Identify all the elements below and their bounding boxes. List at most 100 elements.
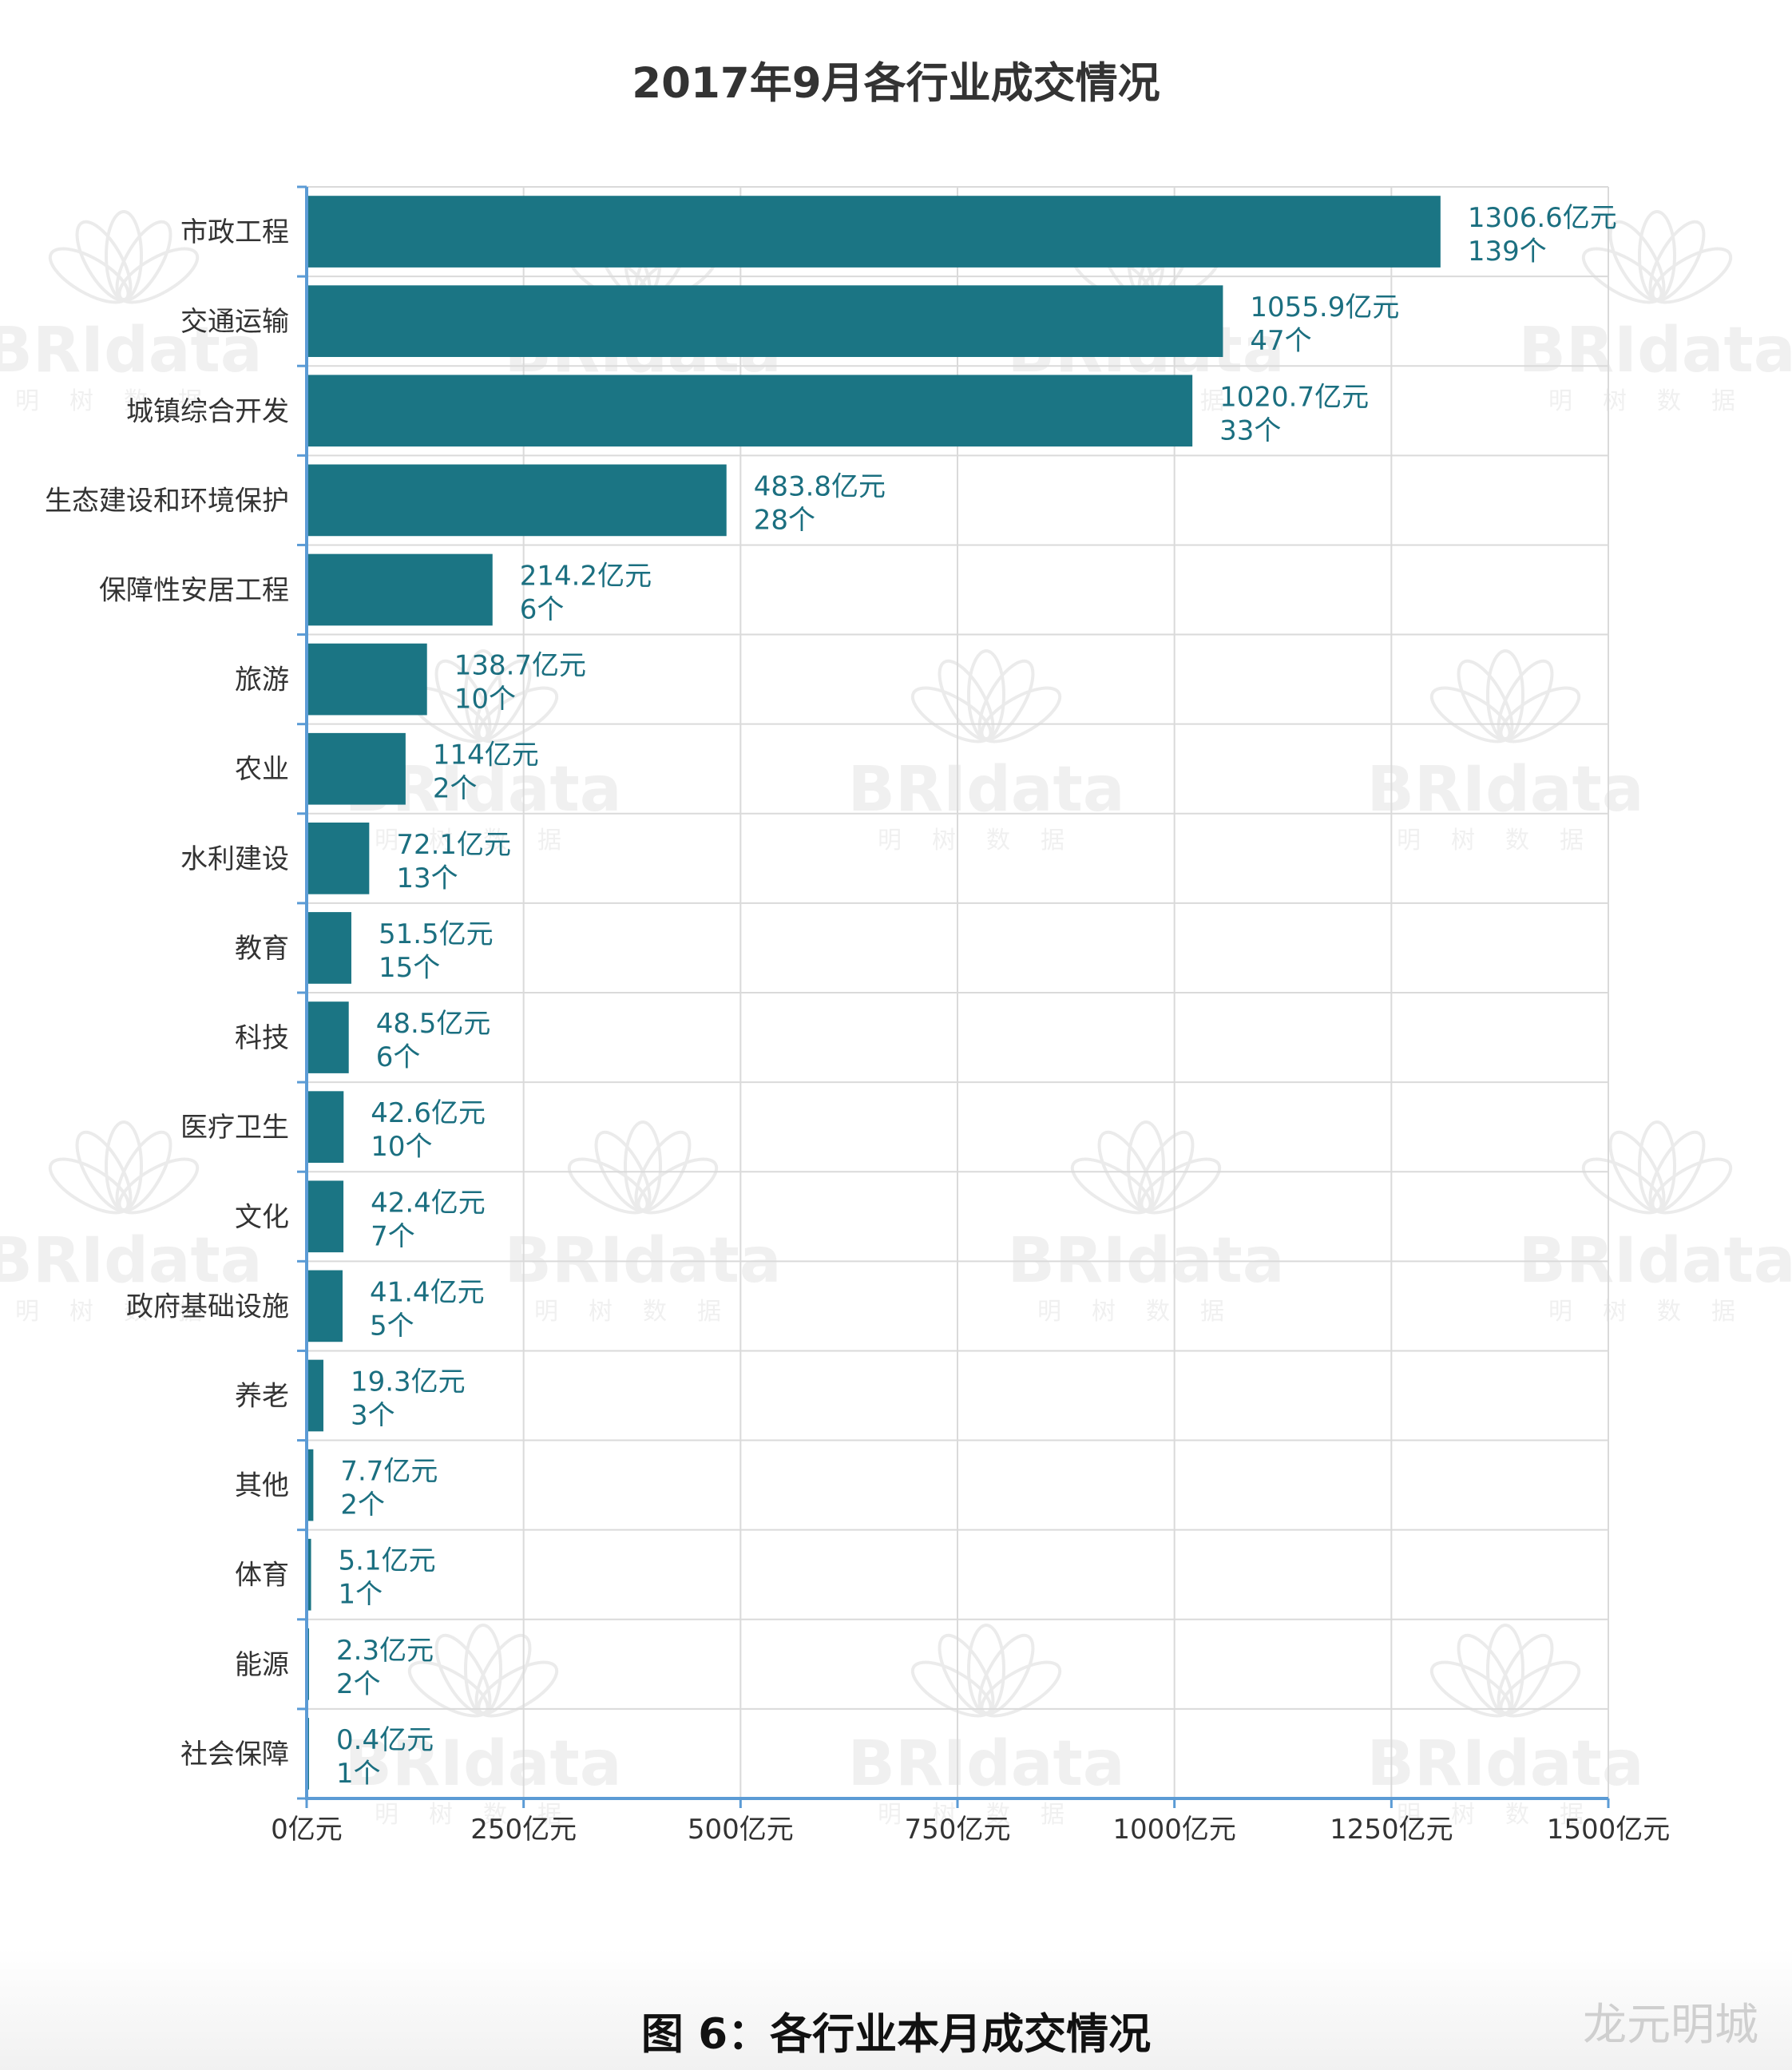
watermark-petal — [1457, 659, 1514, 741]
category-label: 农业 — [235, 754, 289, 786]
count-label: 5个 — [370, 1310, 414, 1342]
watermark-petal — [938, 1633, 995, 1715]
count-label: 15个 — [379, 952, 440, 984]
watermark-subtext: 明树数据 — [375, 1801, 592, 1829]
bar — [307, 732, 406, 805]
source-watermark: 龙元明城 — [1582, 1999, 1758, 2050]
count-label: 2个 — [340, 1489, 385, 1521]
chart-title: 2017年9月各行业成交情况 — [632, 59, 1160, 108]
watermark-leaf-icon — [1429, 1624, 1581, 1718]
bar — [307, 822, 370, 894]
category-label: 保障性安居工程 — [99, 575, 289, 607]
count-label: 6个 — [376, 1041, 421, 1073]
watermark-subtext: 明树数据 — [375, 827, 592, 855]
watermark-petal — [980, 1660, 1062, 1718]
category-label: 其他 — [235, 1470, 289, 1502]
watermark-petal — [1651, 1157, 1733, 1215]
bar — [307, 1449, 314, 1521]
watermark-subtext: 明树数据 — [15, 387, 232, 415]
watermark-petal — [967, 1624, 1005, 1715]
watermark-text: BRIdata — [1367, 754, 1644, 826]
value-label: 138.7亿元 — [454, 650, 586, 682]
count-label: 1个 — [339, 1579, 383, 1611]
value-label: 0.4亿元 — [336, 1724, 434, 1756]
watermark-text: BRIdata — [0, 315, 262, 387]
x-tick-label: 0亿元 — [271, 1814, 343, 1846]
watermark-petal — [477, 1660, 559, 1718]
watermark-petal — [624, 1120, 662, 1211]
bar — [307, 1538, 311, 1611]
watermark-text: BRIdata — [0, 1225, 262, 1297]
watermark-leaf-icon — [567, 1120, 719, 1215]
bar — [307, 196, 1441, 268]
watermark-petal — [1651, 247, 1733, 304]
watermark-leaf-icon — [48, 1120, 200, 1215]
category-label: 城镇综合开发 — [126, 395, 289, 427]
watermark-petal — [75, 1130, 133, 1212]
value-label: 214.2亿元 — [520, 561, 652, 593]
category-label: 教育 — [235, 933, 289, 965]
x-tick-label: 500亿元 — [688, 1814, 794, 1846]
watermark-subtext: 明树数据 — [534, 1298, 751, 1326]
watermark-leaf-icon — [1070, 1120, 1222, 1215]
caption-band — [0, 1949, 1792, 2070]
x-tick-label: 1000亿元 — [1112, 1814, 1236, 1846]
value-label: 51.5亿元 — [379, 918, 494, 950]
watermark-petal — [1140, 1157, 1222, 1215]
watermark-petal — [105, 210, 143, 301]
watermark-subtext: 明树数据 — [878, 1801, 1095, 1829]
value-label: 41.4亿元 — [370, 1276, 485, 1308]
watermark-petal — [434, 1633, 492, 1715]
watermark-subtext: 明树数据 — [1548, 1298, 1766, 1326]
category-label: 市政工程 — [180, 216, 289, 248]
count-label: 10个 — [454, 684, 516, 716]
category-label: 能源 — [235, 1649, 289, 1681]
bar — [307, 375, 1193, 447]
watermark-petal — [1638, 1120, 1676, 1211]
watermark-petal — [117, 247, 200, 304]
category-label: 生态建设和环境保护 — [45, 485, 289, 517]
watermark-petal — [1127, 1120, 1165, 1211]
value-label: 42.6亿元 — [371, 1097, 486, 1129]
watermark-leaf-icon — [1581, 210, 1733, 304]
watermark-leaf-icon — [1581, 1120, 1733, 1215]
count-label: 10个 — [371, 1131, 432, 1163]
category-label: 政府基础设施 — [126, 1291, 289, 1322]
watermark-petal — [967, 649, 1005, 740]
category-label: 养老 — [235, 1381, 289, 1413]
value-label: 42.4亿元 — [371, 1187, 486, 1219]
watermark-petal — [1499, 1660, 1581, 1718]
value-label: 7.7亿元 — [340, 1456, 438, 1488]
watermark-text: BRIdata — [1367, 1728, 1644, 1800]
value-label: 1306.6亿元 — [1468, 202, 1617, 234]
x-tick-label: 1500亿元 — [1547, 1814, 1671, 1846]
watermark-leaf-icon — [910, 1624, 1062, 1718]
value-label: 72.1亿元 — [396, 829, 511, 861]
category-label: 旅游 — [235, 664, 289, 696]
x-tick-label: 750亿元 — [905, 1814, 1011, 1846]
count-label: 1个 — [336, 1758, 381, 1790]
value-label: 48.5亿元 — [376, 1008, 491, 1040]
count-label: 6个 — [520, 594, 565, 626]
watermark-petal — [1457, 1633, 1514, 1715]
count-label: 47个 — [1250, 325, 1311, 357]
watermark-subtext: 明树数据 — [1397, 827, 1614, 855]
x-tick-labels: 0亿元 250亿元 500亿元 750亿元 1000亿元 1250亿元 1500亿元 — [271, 1814, 1670, 1846]
watermark-petal — [636, 1157, 719, 1215]
x-tick-label: 250亿元 — [470, 1814, 577, 1846]
value-label: 1055.9亿元 — [1250, 291, 1399, 323]
category-label: 科技 — [235, 1022, 289, 1054]
bar — [307, 1270, 343, 1342]
category-label: 医疗卫生 — [180, 1112, 289, 1144]
watermark-text: BRIdata — [848, 1728, 1125, 1800]
value-label: 2.3亿元 — [336, 1635, 434, 1667]
watermark-petal — [1486, 649, 1524, 740]
count-label: 3个 — [351, 1400, 395, 1432]
